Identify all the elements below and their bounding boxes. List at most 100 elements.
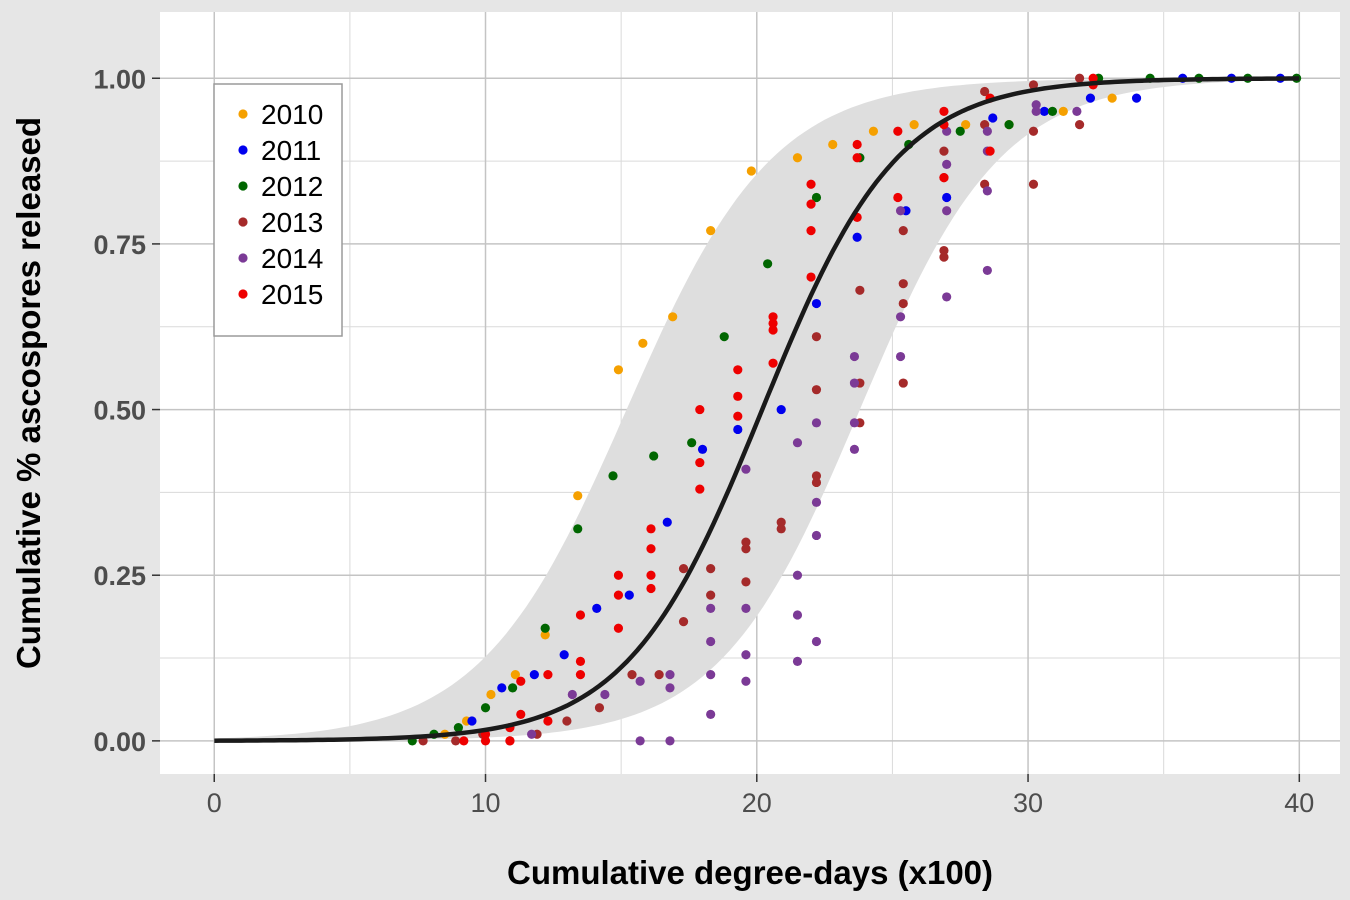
- point-2014: [792, 438, 803, 448]
- point-2013: [811, 332, 822, 342]
- point-2010: [868, 126, 879, 136]
- point-2012: [811, 192, 822, 203]
- point-2010: [1058, 106, 1068, 116]
- point-2013: [898, 279, 908, 289]
- point-2014: [849, 418, 860, 428]
- point-2015: [480, 736, 491, 746]
- point-2012: [763, 259, 773, 269]
- y-tick-label: 0.00: [93, 727, 146, 757]
- point-2013: [980, 86, 990, 97]
- point-2015: [516, 676, 526, 686]
- point-2015: [613, 570, 624, 580]
- point-2015: [646, 544, 656, 554]
- point-2011: [942, 192, 952, 203]
- y-axis-ticks: 0.00 0.25 0.50 0.75 1.00: [93, 64, 160, 757]
- point-2011: [776, 404, 786, 415]
- x-axis-title: Cumulative degree-days (x100): [507, 854, 993, 891]
- point-2011: [497, 683, 507, 693]
- point-2013: [939, 245, 949, 256]
- point-2014: [792, 656, 803, 666]
- point-2013: [1074, 120, 1085, 130]
- point-2014: [811, 530, 822, 541]
- legend-key-2014: [238, 253, 248, 263]
- point-2015: [646, 583, 656, 594]
- point-2011: [1039, 106, 1049, 116]
- point-2014: [527, 729, 537, 739]
- point-2015: [893, 192, 903, 203]
- point-2012: [719, 332, 729, 342]
- point-2013: [741, 537, 751, 547]
- x-tick-label: 10: [470, 788, 500, 818]
- point-2013: [939, 252, 949, 262]
- point-2014: [849, 378, 860, 388]
- point-2015: [768, 358, 778, 368]
- point-2011: [559, 650, 569, 660]
- point-2015: [543, 716, 553, 726]
- legend-label: 2012: [261, 171, 323, 202]
- point-2014: [665, 670, 675, 680]
- point-2010: [613, 365, 624, 375]
- point-2013: [1028, 126, 1039, 136]
- point-2014: [741, 650, 751, 660]
- point-2015: [646, 570, 656, 580]
- y-tick-label: 0.75: [93, 230, 146, 260]
- point-2014: [811, 418, 822, 428]
- point-2012: [608, 471, 618, 481]
- point-2014: [792, 610, 803, 620]
- point-2011: [467, 716, 477, 726]
- legend-key-2010: [238, 109, 248, 119]
- point-2013: [776, 517, 786, 527]
- point-2013: [706, 590, 716, 600]
- point-2015: [939, 173, 949, 183]
- legend-box: [213, 83, 343, 337]
- point-2014: [1031, 100, 1041, 110]
- point-2013: [654, 670, 664, 680]
- point-2013: [451, 736, 461, 746]
- point-2012: [453, 723, 463, 733]
- point-2015: [695, 484, 705, 494]
- point-2010: [706, 226, 716, 236]
- point-2014: [706, 709, 716, 719]
- point-2015: [733, 365, 743, 375]
- point-2010: [540, 630, 550, 640]
- point-2014: [792, 570, 803, 580]
- point-2013: [811, 471, 822, 481]
- point-2010: [510, 670, 520, 680]
- data-points: [407, 73, 1302, 746]
- legend-label: 2013: [261, 207, 323, 238]
- point-2015: [806, 272, 816, 282]
- point-2013: [811, 385, 822, 395]
- point-2010: [746, 166, 756, 176]
- point-2014: [1072, 106, 1082, 116]
- y-tick-label: 0.50: [93, 396, 146, 426]
- point-2012: [508, 683, 518, 693]
- point-2015: [768, 318, 778, 329]
- point-2013: [939, 146, 949, 156]
- point-2012: [1004, 120, 1014, 130]
- point-2013: [706, 563, 716, 574]
- point-2015: [505, 736, 515, 746]
- point-2013: [741, 577, 751, 587]
- point-2011: [988, 113, 998, 123]
- point-2013: [678, 563, 689, 574]
- y-tick-label: 1.00: [93, 64, 146, 94]
- point-2010: [828, 139, 838, 150]
- point-2015: [695, 404, 705, 415]
- point-2015: [768, 325, 778, 335]
- point-2013: [898, 226, 908, 236]
- legend-label: 2014: [261, 243, 323, 274]
- point-2014: [942, 292, 952, 302]
- point-2014: [895, 206, 906, 216]
- point-2015: [543, 670, 553, 680]
- point-2014: [706, 603, 716, 613]
- point-2015: [459, 736, 469, 746]
- x-axis-ticks: 0 10 20 30 40: [207, 774, 1314, 818]
- point-2013: [1074, 73, 1085, 83]
- point-2011: [811, 298, 822, 309]
- fit-curve: [214, 76, 1300, 743]
- point-2012: [649, 451, 659, 461]
- point-2014: [741, 464, 751, 474]
- legend-label: 2011: [261, 135, 321, 166]
- point-2015: [575, 670, 586, 680]
